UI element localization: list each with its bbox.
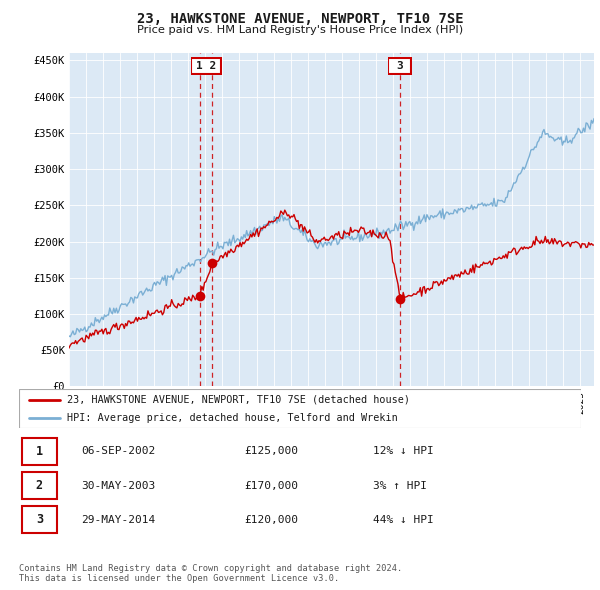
- Text: 23, HAWKSTONE AVENUE, NEWPORT, TF10 7SE: 23, HAWKSTONE AVENUE, NEWPORT, TF10 7SE: [137, 12, 463, 26]
- Text: 3% ↑ HPI: 3% ↑ HPI: [373, 481, 427, 490]
- Text: £170,000: £170,000: [244, 481, 298, 490]
- Text: 3: 3: [397, 61, 403, 71]
- Text: 06-SEP-2002: 06-SEP-2002: [81, 447, 155, 456]
- Text: 29-MAY-2014: 29-MAY-2014: [81, 515, 155, 525]
- Text: Contains HM Land Registry data © Crown copyright and database right 2024.
This d: Contains HM Land Registry data © Crown c…: [19, 563, 403, 583]
- Text: HPI: Average price, detached house, Telford and Wrekin: HPI: Average price, detached house, Telf…: [67, 413, 398, 423]
- FancyBboxPatch shape: [19, 389, 581, 428]
- Text: £120,000: £120,000: [244, 515, 298, 525]
- Text: Price paid vs. HM Land Registry's House Price Index (HPI): Price paid vs. HM Land Registry's House …: [137, 25, 463, 35]
- Text: 44% ↓ HPI: 44% ↓ HPI: [373, 515, 434, 525]
- FancyBboxPatch shape: [22, 506, 57, 533]
- FancyBboxPatch shape: [22, 438, 57, 465]
- FancyBboxPatch shape: [388, 58, 412, 74]
- Text: 1 2: 1 2: [196, 61, 216, 71]
- Text: £125,000: £125,000: [244, 447, 298, 456]
- FancyBboxPatch shape: [22, 472, 57, 499]
- Text: 2: 2: [36, 479, 43, 492]
- FancyBboxPatch shape: [191, 58, 221, 74]
- Text: 1: 1: [36, 445, 43, 458]
- Text: 12% ↓ HPI: 12% ↓ HPI: [373, 447, 434, 456]
- Text: 30-MAY-2003: 30-MAY-2003: [81, 481, 155, 490]
- Text: 23, HAWKSTONE AVENUE, NEWPORT, TF10 7SE (detached house): 23, HAWKSTONE AVENUE, NEWPORT, TF10 7SE …: [67, 395, 410, 405]
- Text: 3: 3: [36, 513, 43, 526]
